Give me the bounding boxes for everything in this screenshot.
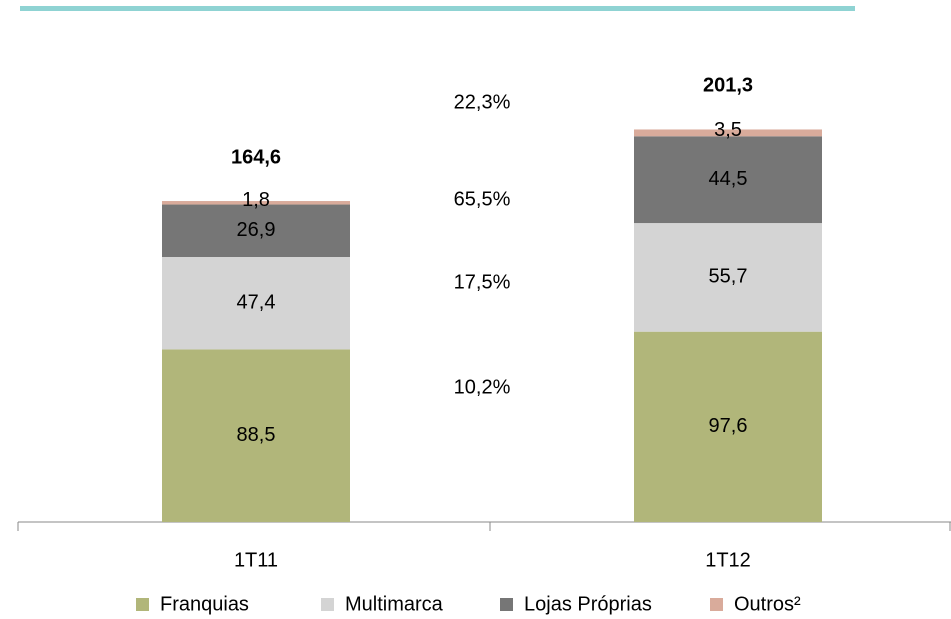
bar-segment [634,331,822,522]
value-label: 88,5 [237,424,276,446]
growth-label: 65,5% [454,188,511,210]
legend-swatch [136,598,149,611]
legend-label: Franquias [160,593,249,615]
value-label: 26,9 [237,219,276,241]
bar-segment [634,223,822,332]
total-label: 164,6 [231,146,281,168]
value-label: 97,6 [709,415,748,437]
bar-segment [162,204,350,257]
legend-swatch [500,598,513,611]
value-label: 3,5 [714,119,742,141]
bar-segment [162,349,350,522]
growth-label: 10,2% [454,376,511,398]
growth-label: 22,3% [454,91,511,113]
legend-swatch [321,598,334,611]
legend-label: Outros² [734,593,801,615]
x-tick-label: 1T11 [234,549,278,571]
value-label: 47,4 [237,291,276,313]
bar-segment [634,136,822,224]
legend-label: Multimarca [345,593,444,615]
total-label: 201,3 [703,75,753,97]
bar-segment [634,129,822,137]
legend-label: Lojas Próprias [524,593,652,615]
value-label: 44,5 [709,168,748,190]
header-rule [20,6,855,11]
bar-segment [162,256,350,350]
bar-segment [162,201,350,205]
value-label: 1,8 [242,189,270,211]
growth-label: 17,5% [454,271,511,293]
x-tick-label: 1T12 [705,549,751,571]
value-label: 55,7 [709,266,748,288]
legend-swatch [710,598,723,611]
